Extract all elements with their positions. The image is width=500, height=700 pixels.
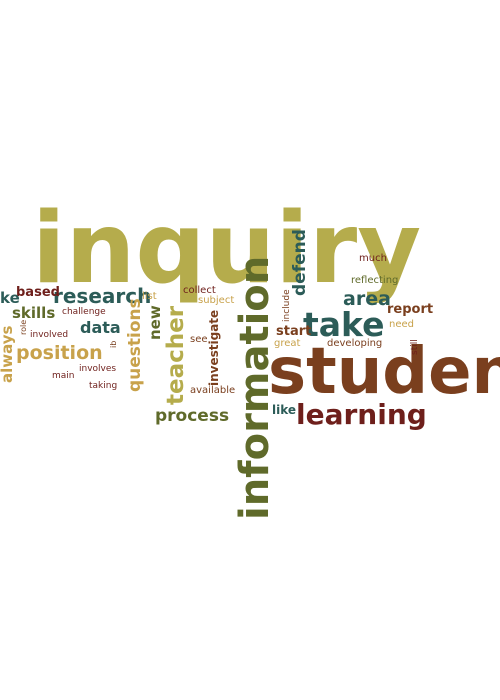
word-main: main [52,371,75,381]
word-inquiry: inquiry [32,192,421,306]
word-developing: developing [327,338,382,349]
word-skills: skills [12,304,55,322]
word-see: see [190,334,208,345]
word-collect: collect [183,285,216,296]
word-start: start [276,324,311,339]
word-teacher: teacher [163,305,189,405]
word-list: list [142,291,157,302]
word-involves: involves [79,364,116,374]
word-taking: taking [89,381,117,391]
word-based: based [16,285,60,300]
word-student: student [268,335,500,409]
word-investigate: investigate [207,310,221,386]
word-ke: ke [0,289,20,307]
word-challenge: challenge [62,307,106,317]
word-research: research [53,284,151,308]
word-data: data [80,318,121,337]
word-need: need [389,319,414,330]
word-great: great [274,338,301,349]
word-available: available [190,385,235,396]
word-subject: subject [198,295,234,306]
word-always: always [0,325,16,383]
word-involved: involved [30,330,68,340]
word-ib: ib [109,341,118,348]
word-include: include [282,289,292,322]
word-information: information [232,256,278,520]
word-area: area [343,288,391,310]
word-reflecting: reflecting [351,275,398,286]
word-defend: defend [290,229,310,296]
word-still: still [410,339,420,355]
word-role: role [19,320,28,335]
word-much: much [359,253,387,264]
word-like: like [272,403,296,417]
word-process: process [155,406,229,426]
word-position: position [16,342,103,364]
word-questions: questions [125,298,145,392]
word-learning: learning [296,398,427,431]
word-new: new [146,305,164,340]
word-report: report [387,302,433,317]
word-take: take [303,305,385,344]
